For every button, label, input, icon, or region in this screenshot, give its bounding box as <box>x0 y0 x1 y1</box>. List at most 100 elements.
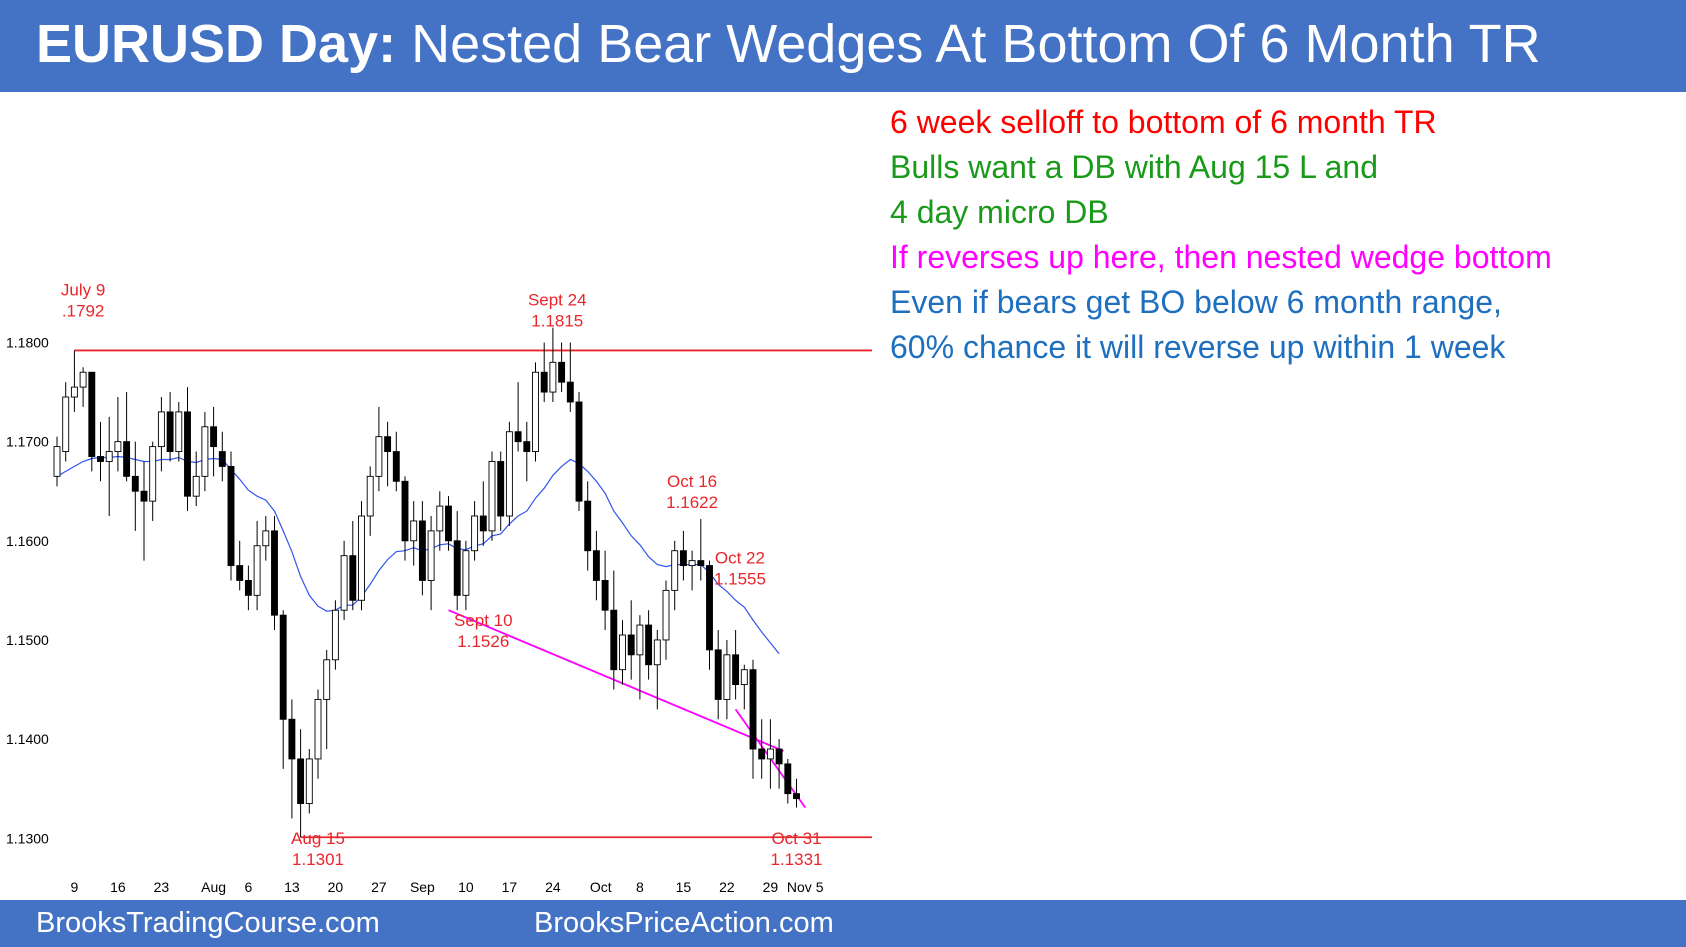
annotation-label-oct31: Oct 31 <box>771 829 821 848</box>
y-tick-label: 1.1500 <box>6 632 49 648</box>
candle-body-bear <box>775 748 783 765</box>
candle <box>427 516 435 611</box>
candle-body-bear <box>279 614 287 720</box>
candle-body-bear <box>749 669 757 750</box>
candle-body-bull <box>619 634 626 671</box>
candle <box>358 501 365 611</box>
candle-body-bear <box>288 718 296 760</box>
candle-body-bear <box>453 540 461 596</box>
candle-body-bull <box>358 515 365 601</box>
annotation-label-oct16: Oct 16 <box>667 472 717 491</box>
x-tick-label: 24 <box>545 879 561 895</box>
candle <box>497 451 505 531</box>
x-tick-label: Aug <box>201 879 226 895</box>
candle <box>575 392 583 512</box>
candle-body-bear <box>592 550 600 581</box>
candle-body-bull <box>427 530 435 581</box>
x-tick-label: 17 <box>502 879 518 895</box>
candle <box>601 550 609 631</box>
note-line: 60% chance it will reverse up within 1 w… <box>890 329 1506 365</box>
candle <box>453 511 461 611</box>
x-tick-label: 15 <box>676 879 692 895</box>
candle <box>79 367 87 407</box>
candle <box>131 441 139 531</box>
candle <box>62 382 70 462</box>
ema-line-layer <box>56 455 780 655</box>
candle <box>149 441 157 521</box>
candle <box>114 397 122 472</box>
candle-body-bear <box>384 436 392 453</box>
candle-body-bull <box>740 669 748 686</box>
candle-body-bear <box>793 793 800 800</box>
candle-body-bear <box>558 361 566 383</box>
candle <box>288 699 296 819</box>
candle <box>462 540 470 611</box>
candle-body-bear <box>732 654 740 686</box>
ema-20-line <box>56 455 780 655</box>
annotation-label-aug15: Aug 15 <box>291 829 345 848</box>
candle-body-bear <box>784 763 792 795</box>
candle-body-bear <box>123 441 131 477</box>
candle <box>262 516 270 561</box>
annotation-label-oct16: 1.1622 <box>666 493 718 512</box>
candle-body-bull <box>340 555 348 611</box>
candle <box>401 476 409 561</box>
footer-link-price-action[interactable]: BrooksPriceAction.com <box>534 907 834 939</box>
candle <box>157 397 165 472</box>
candle <box>305 749 313 814</box>
x-tick-label: 22 <box>719 879 735 895</box>
candle-body-bear <box>645 624 653 666</box>
y-axis: 1.1300 1.1400 1.1500 1.1600 1.1700 1.1800 <box>6 334 49 846</box>
candle <box>210 406 218 477</box>
candle-body-bull <box>70 386 78 398</box>
candle-body-bear <box>514 431 522 443</box>
candle-body-bull <box>114 441 122 453</box>
note-line: 6 week selloff to bottom of 6 month TR <box>890 104 1437 140</box>
candle <box>758 719 766 779</box>
note-line: If reverses up here, then nested wedge b… <box>890 239 1552 275</box>
candle <box>349 520 357 611</box>
candle-body-bear <box>575 401 583 502</box>
candle <box>558 342 566 393</box>
candle <box>471 501 479 561</box>
candle-body-bull <box>149 446 157 502</box>
candle <box>749 659 757 779</box>
candle <box>97 421 104 482</box>
candle <box>645 610 653 680</box>
candle-body-bear <box>140 490 148 502</box>
x-tick-label: Sep <box>410 879 435 895</box>
candle <box>540 342 548 402</box>
candle <box>479 481 487 546</box>
candle-body-bear <box>584 500 592 552</box>
x-axis: 9 16 23 Aug 6 13 20 27 Sep 10 17 24 Oct 8 15 22 29 Nov 5 <box>71 879 824 895</box>
y-tick-label: 1.1700 <box>6 434 49 450</box>
candle-body-bear <box>566 381 574 403</box>
candle <box>662 580 670 660</box>
candle <box>340 540 348 621</box>
candle-body-bull <box>636 624 644 656</box>
candle-body-bear <box>349 555 357 601</box>
y-tick-label: 1.1300 <box>6 830 49 846</box>
annotation-label-aug15: 1.1301 <box>292 850 344 869</box>
candle <box>514 382 522 452</box>
candle <box>697 518 705 581</box>
candle <box>184 387 191 512</box>
annotation-label-sep24: 1.1815 <box>531 312 583 331</box>
candle <box>714 630 722 720</box>
candle-body-bear <box>227 465 235 567</box>
x-tick-label: 6 <box>245 879 253 895</box>
candle-body-bull <box>549 361 557 393</box>
candle-body-bear <box>218 451 226 467</box>
x-tick-label: Oct <box>590 879 612 895</box>
candle <box>488 451 496 541</box>
footer-link-trading-course[interactable]: BrooksTradingCourse.com <box>36 907 380 939</box>
candle-body-bull <box>688 560 696 567</box>
candle <box>279 610 287 769</box>
candle <box>236 540 244 591</box>
candle <box>775 739 783 789</box>
candle <box>384 421 392 487</box>
candle-body-bull <box>532 371 539 453</box>
candle-body-bull <box>201 426 209 477</box>
trend-lines-layer <box>74 349 872 839</box>
candle-body-bear <box>236 565 244 581</box>
